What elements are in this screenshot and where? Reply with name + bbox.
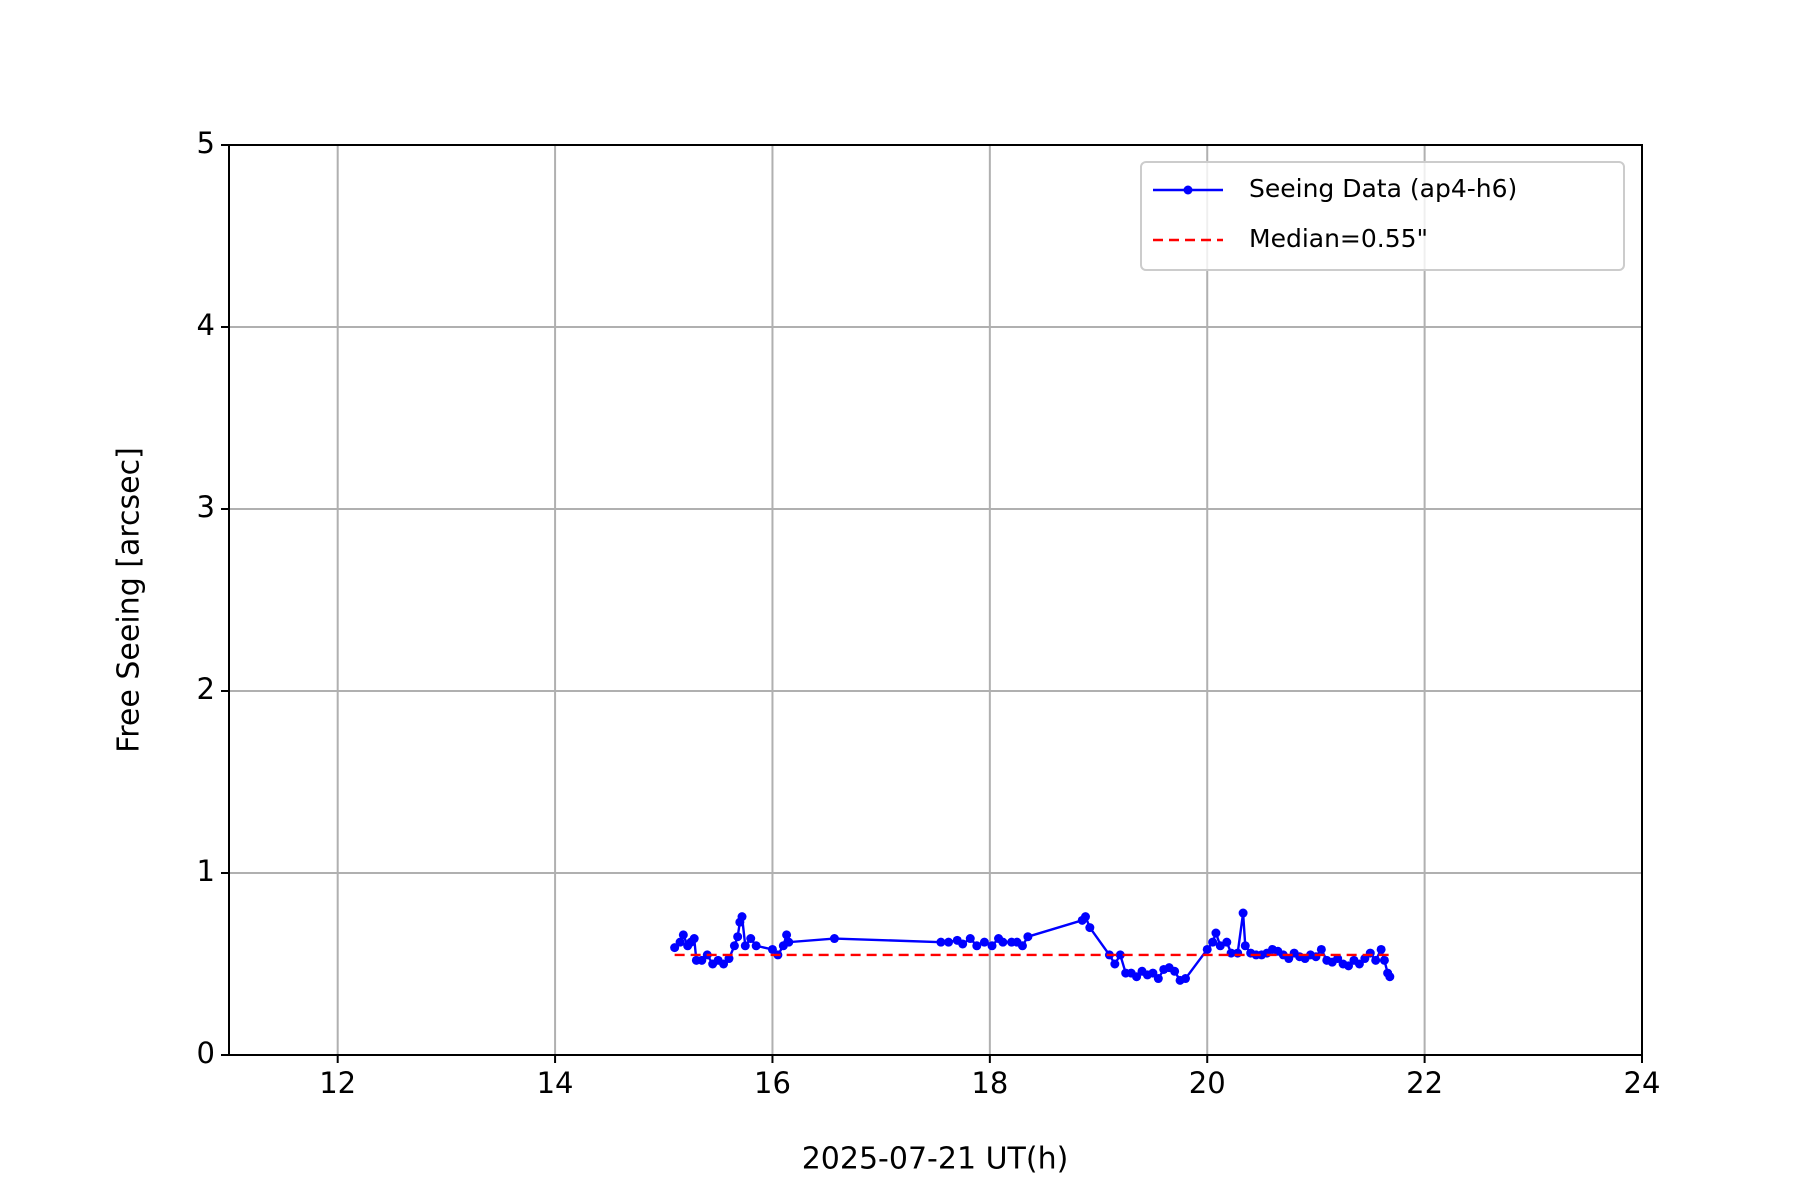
data-point [1132,972,1142,982]
data-point [1371,955,1381,965]
data-point [965,934,975,944]
data-point [944,937,954,947]
data-point [729,941,739,951]
data-point [1240,941,1250,951]
legend-label: Median=0.55" [1249,224,1428,253]
legend-label: Seeing Data (ap4-h6) [1249,174,1517,203]
data-point [1316,944,1326,954]
data-point [1238,908,1248,918]
data-point [751,941,761,951]
data-point [1354,959,1364,969]
legend-marker [1183,185,1193,195]
data-point [719,959,729,969]
data-point [1153,974,1163,984]
x-axis-label: 2025-07-21 UT(h) [802,1142,1069,1177]
data-point [1148,968,1158,978]
data-point [1211,928,1221,938]
data-point [1360,954,1370,964]
data-point [1180,974,1190,984]
data-point [1110,959,1120,969]
x-tick-label: 18 [971,1066,1008,1100]
data-point [724,954,734,964]
data-point [1115,950,1125,960]
y-tick-label: 3 [197,490,215,524]
data-point [1170,966,1180,976]
data-point [1085,923,1095,933]
data-point [670,943,680,953]
data-point [1376,944,1386,954]
data-point [1202,944,1212,954]
x-tick-label: 16 [754,1066,791,1100]
data-point [972,941,982,951]
data-point [1017,941,1027,951]
y-tick-label: 4 [197,308,215,342]
x-tick-label: 20 [1189,1066,1226,1100]
x-tick-label: 12 [319,1066,356,1100]
data-point [1333,954,1343,964]
data-point [782,930,792,940]
data-point [740,941,750,951]
data-point [767,944,777,954]
data-point [784,937,794,947]
data-point [987,941,997,951]
y-axis-label: Free Seeing [arcsec] [112,447,147,753]
data-point [675,937,685,947]
x-tick-label: 22 [1406,1066,1443,1100]
data-point [733,932,743,942]
data-point [1385,972,1395,982]
data-point [1233,948,1243,958]
data-point [1379,955,1389,965]
data-point [829,934,839,944]
data-point [697,955,707,965]
x-tick-label: 14 [537,1066,574,1100]
x-tick-label: 24 [1624,1066,1661,1100]
data-point [958,939,968,949]
y-tick-label: 0 [197,1036,215,1070]
data-point [1080,912,1090,922]
data-point [1284,954,1294,964]
data-point [1311,952,1321,962]
data-point [1365,948,1375,958]
data-point [936,937,946,947]
data-point [737,912,747,922]
data-point [746,934,756,944]
data-point [998,937,1008,947]
data-point [678,930,688,940]
data-point [689,934,699,944]
data-point [1344,961,1354,971]
data-point [1023,932,1033,942]
y-tick-label: 1 [197,854,215,888]
data-point [1208,937,1218,947]
plot-frame [228,144,1643,1056]
legend-box [1140,161,1625,271]
y-tick-label: 2 [197,672,215,706]
y-tick-label: 5 [197,126,215,160]
data-point [1222,937,1232,947]
data-point [979,937,989,947]
data-point [1226,948,1236,958]
